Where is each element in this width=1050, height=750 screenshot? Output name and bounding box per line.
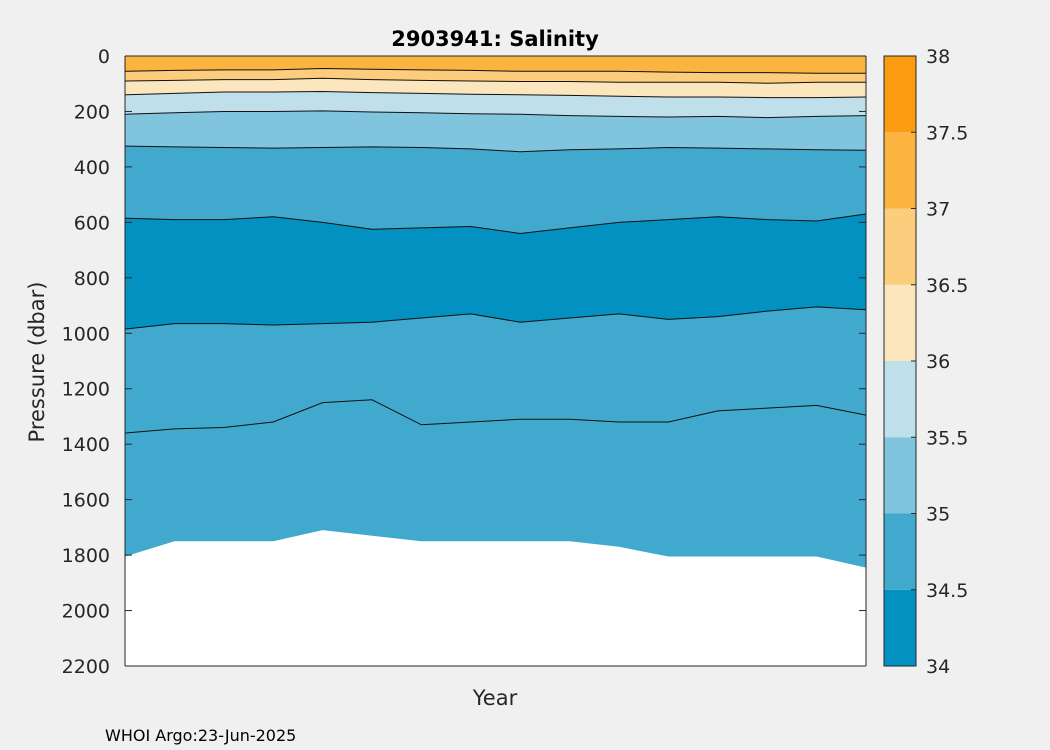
colorbar-tick-label: 37.5 (926, 122, 968, 144)
colorbar-swatch (884, 208, 916, 285)
band-35.5-36 (125, 91, 866, 118)
contour-line-35.5-3 (124, 110, 867, 119)
band-34.5-35-upper (125, 146, 866, 234)
colorbar-tick-label: 37 (926, 199, 950, 221)
chart-title: 2903941: Salinity (391, 27, 599, 51)
colorbar-tick-label: 36.5 (926, 275, 968, 297)
contour-line-34.5-6 (124, 306, 867, 330)
colorbar-tick-label: 35.5 (926, 427, 968, 449)
colorbar-swatch (884, 361, 916, 438)
y-tick-label: 1800 (62, 545, 110, 567)
plot-area (124, 55, 867, 667)
y-tick-label: 400 (74, 157, 110, 179)
colorbar-swatch (884, 437, 916, 514)
y-axis-label: Pressure (dbar) (25, 282, 49, 443)
contour-line-deep (124, 399, 867, 434)
colorbar-swatch (884, 589, 916, 666)
y-tick-label: 2200 (62, 656, 110, 678)
colorbar-tick-label: 34 (926, 656, 950, 678)
y-tick-label: 1200 (62, 379, 110, 401)
y-tick-label: 200 (74, 101, 110, 123)
y-tick-label: 600 (74, 212, 110, 234)
band-36-36.5 (125, 78, 866, 98)
band-36.5-37 (125, 68, 866, 84)
colorbar-swatch (884, 513, 916, 590)
colorbar: 34 34.5 35 35.5 36 36.5 37 37.5 38 (883, 46, 968, 678)
y-tick-label: 0 (98, 46, 110, 68)
y-tick-label: 2000 (62, 601, 110, 623)
contour-line-34.5-5 (124, 213, 867, 235)
y-tick-label: 1000 (62, 323, 110, 345)
y-axis: 0 200 400 600 800 1000 1200 1400 1600 1800 2000 220… (62, 46, 866, 678)
colorbar-swatch (884, 56, 916, 133)
colorbar-swatch (884, 284, 916, 361)
colorbar-tick-label: 36 (926, 351, 950, 373)
y-tick-label: 1400 (62, 434, 110, 456)
axes-frame (124, 55, 867, 667)
contour-line-36.5-1 (124, 77, 866, 84)
x-axis-label: Year (472, 686, 518, 710)
band-34-34.5 (125, 214, 866, 330)
colorbar-tick-label: 34.5 (926, 580, 968, 602)
colorbar-swatch (884, 132, 916, 209)
contour-line-35-4 (124, 145, 867, 153)
band-34.5-35-lower (125, 306, 866, 568)
colorbar-tick-label: 38 (926, 46, 950, 68)
band-37-37.5 (125, 56, 866, 74)
y-tick-label: 1600 (62, 490, 110, 512)
band-35-35.5 (125, 110, 866, 152)
y-tick-label: 800 (74, 268, 110, 290)
contour-line-36-2 (124, 90, 867, 99)
footer-credit: WHOI Argo:23-Jun-2025 (105, 726, 296, 745)
colorbar-tick-label: 35 (926, 504, 950, 526)
contour-line-37-0 (124, 67, 866, 74)
